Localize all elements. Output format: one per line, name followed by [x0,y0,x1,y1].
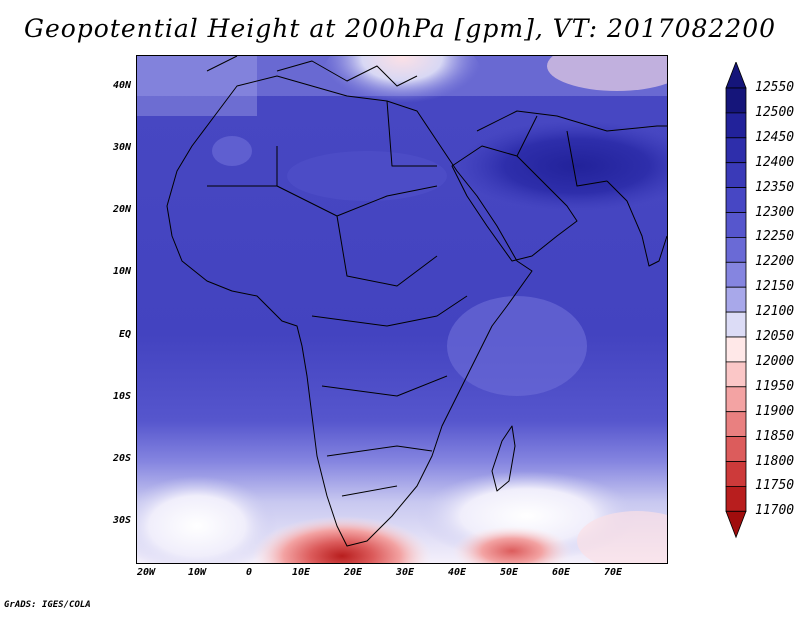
colorbar-tick-label: 12000 [755,353,795,369]
lat-label-eq: EQ [118,329,131,340]
colorbar-tick-label: 12300 [755,204,795,220]
colorbar-swatch [725,286,747,313]
geopotential-field [137,56,667,563]
colorbar-top-arrow [725,62,747,89]
colorbar-tick-label: 11900 [755,403,795,419]
colorbar-tick-label: 11700 [755,503,795,519]
colorbar-tick-label: 11800 [755,453,795,469]
lon-label-70e: 70E [603,567,623,578]
colorbar-swatch [725,336,747,363]
lat-label-40n: 40N [112,80,131,91]
colorbar-bottom-arrow [725,510,747,539]
lon-label-20e: 20E [343,567,363,578]
colorbar-swatch [725,162,747,188]
colorbar-swatch [725,212,747,238]
colorbar-swatch [725,112,747,139]
lon-label-40e: 40E [447,567,467,578]
colorbar-swatch [725,485,747,512]
colorbar-swatch [725,261,747,288]
lon-label-50e: 50E [499,567,519,578]
lat-label-10n: 10N [112,266,131,277]
colorbar-swatch [725,236,747,263]
lon-label-10w: 10W [187,567,207,578]
colorbar-tick-label: 12500 [755,104,795,120]
lat-label-20s: 20S [112,453,131,464]
footer-credit: GrADS: IGES/COLA [4,600,91,610]
colorbar-swatch [725,461,747,487]
colorbar-tick-label: 12400 [755,154,795,170]
colorbar-tick-label: 12450 [755,129,795,145]
colorbar-tick-label: 12150 [755,279,795,295]
lat-label-30s: 30S [112,515,131,526]
colorbar-swatch [725,386,747,413]
colorbar-swatch [725,87,747,114]
colorbar-tick-label: 12350 [755,179,795,195]
lat-label-20n: 20N [112,204,131,215]
colorbar-tick-label: 12100 [755,304,795,320]
colorbar-tick-label: 12200 [755,254,795,270]
lat-label-10s: 10S [112,391,131,402]
colorbar-swatch [725,187,747,213]
colorbar-tick-label: 11850 [755,428,795,444]
colorbar-swatch [725,311,747,338]
colorbar [725,62,747,539]
map-panel [136,55,668,564]
colorbar-tick-label: 12550 [755,80,795,95]
lon-label-60e: 60E [551,567,571,578]
lon-label-30e: 30E [395,567,415,578]
lon-label-10e: 10E [291,567,311,578]
colorbar-swatch [725,436,747,462]
colorbar-swatch [725,137,747,164]
chart-title: Geopotential Height at 200hPa [gpm], VT:… [23,14,777,43]
colorbar-tick-label: 11750 [755,478,795,494]
lon-label-20w: 20W [136,567,156,578]
colorbar-tick-label: 12250 [755,229,795,245]
lon-label-0: 0 [245,567,253,578]
colorbar-tick-label: 11950 [755,378,795,394]
colorbar-tick-label: 12050 [755,329,795,344]
colorbar-swatch [725,411,747,438]
lat-label-30n: 30N [112,142,131,153]
colorbar-swatch [725,361,747,388]
